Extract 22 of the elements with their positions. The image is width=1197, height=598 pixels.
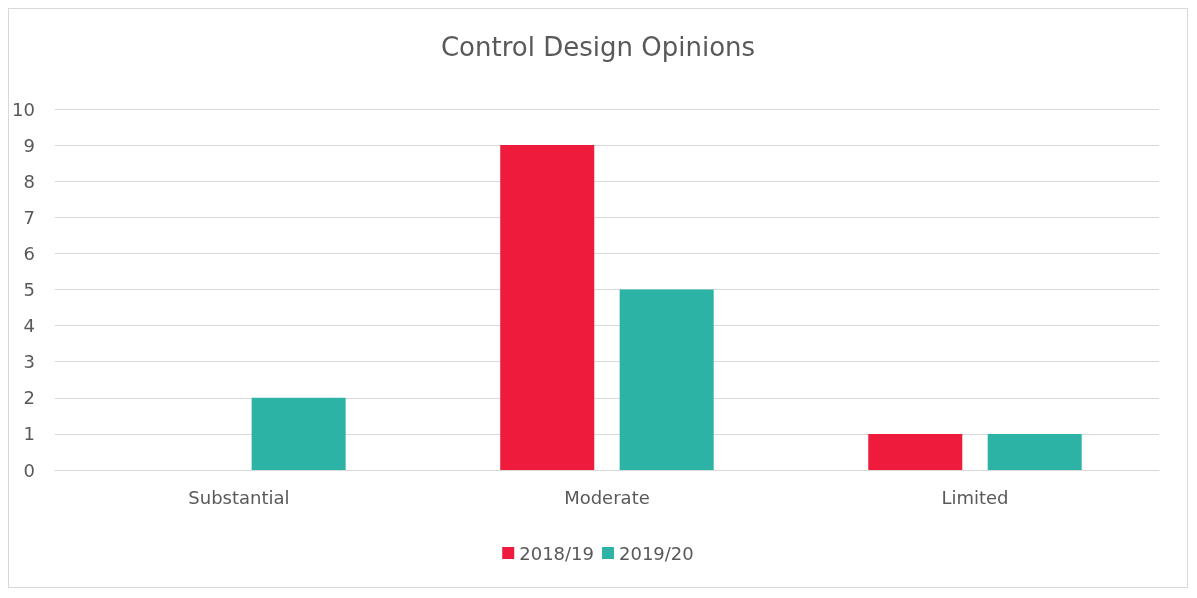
y-tick-label: 6 [23,242,35,264]
y-tick-label: 1 [23,423,35,445]
bar [619,289,714,470]
x-tick-label: Substantial [188,486,290,508]
y-tick-label: 2 [23,387,35,409]
y-tick-label: 7 [23,206,35,228]
legend-label: 2018/19 [519,542,594,564]
chart-title: Control Design Opinions [440,32,756,62]
legend-label: 2019/20 [619,542,694,564]
bar [500,145,595,470]
y-tick-label: 8 [23,170,35,192]
bar [987,433,1082,470]
y-tick-label: 5 [23,279,35,300]
x-tick-label: Moderate [564,486,650,508]
bar [251,397,346,470]
y-tick-label: 9 [23,134,35,156]
y-tick-label: 4 [23,315,35,337]
y-tick-label: 0 [23,459,35,481]
y-tick-label: 10 [12,98,35,120]
x-tick-label: Limited [941,486,1009,508]
y-tick-label: 3 [23,351,35,373]
bar [868,433,963,470]
